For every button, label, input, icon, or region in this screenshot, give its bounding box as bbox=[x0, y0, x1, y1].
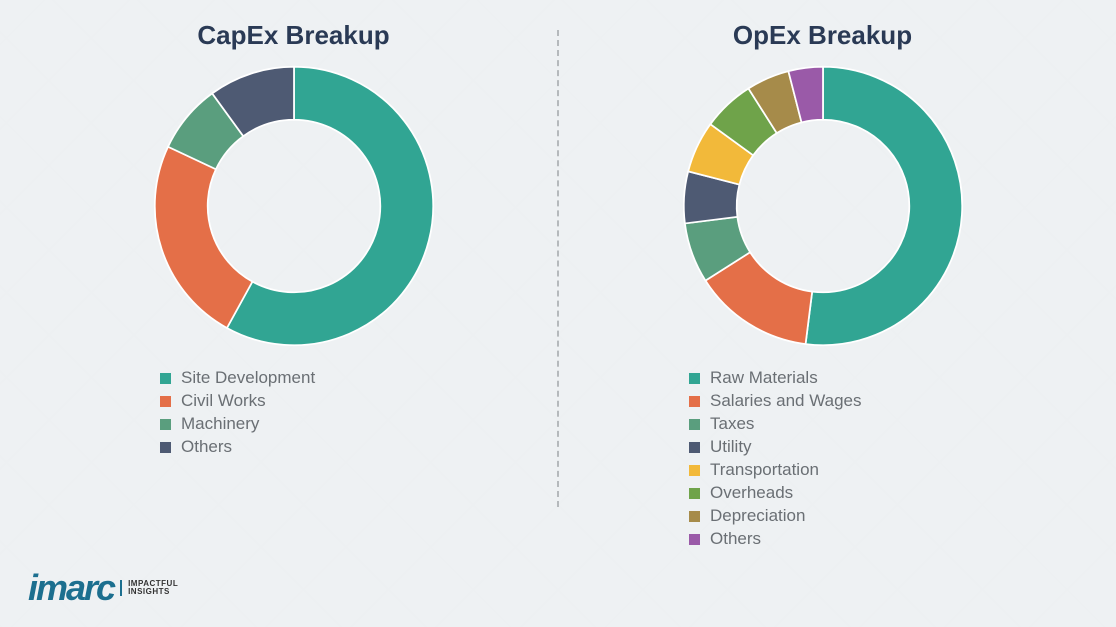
legend-swatch bbox=[160, 396, 171, 407]
legend-item: Depreciation bbox=[689, 506, 862, 526]
legend-label: Transportation bbox=[710, 460, 819, 480]
logo-mark: imarc bbox=[28, 567, 114, 609]
legend-item: Utility bbox=[689, 437, 862, 457]
legend-swatch bbox=[160, 442, 171, 453]
capex-legend: Site Development Civil Works Machinery Othe… bbox=[160, 365, 315, 460]
legend-item: Machinery bbox=[160, 414, 315, 434]
legend-item: Others bbox=[689, 529, 862, 549]
donut-slice bbox=[154, 147, 252, 328]
legend-label: Machinery bbox=[181, 414, 259, 434]
legend-label: Taxes bbox=[710, 414, 754, 434]
legend-label: Depreciation bbox=[710, 506, 805, 526]
legend-item: Others bbox=[160, 437, 315, 457]
opex-title: OpEx Breakup bbox=[733, 20, 912, 51]
legend-item: Transportation bbox=[689, 460, 862, 480]
legend-label: Overheads bbox=[710, 483, 793, 503]
legend-label: Salaries and Wages bbox=[710, 391, 862, 411]
legend-swatch bbox=[689, 534, 700, 545]
opex-donut bbox=[678, 61, 968, 351]
opex-panel: OpEx Breakup Raw Materials Salaries and W… bbox=[569, 20, 1076, 547]
capex-title: CapEx Breakup bbox=[197, 20, 389, 51]
legend-label: Others bbox=[710, 529, 761, 549]
legend-item: Overheads bbox=[689, 483, 862, 503]
legend-label: Raw Materials bbox=[710, 368, 818, 388]
legend-label: Others bbox=[181, 437, 232, 457]
legend-item: Raw Materials bbox=[689, 368, 862, 388]
legend-item: Taxes bbox=[689, 414, 862, 434]
legend-swatch bbox=[689, 511, 700, 522]
legend-swatch bbox=[689, 419, 700, 430]
capex-panel: CapEx Breakup Site Development Civil Work… bbox=[40, 20, 547, 547]
capex-donut bbox=[149, 61, 439, 351]
panel-divider bbox=[557, 30, 559, 507]
brand-logo: imarc IMPACTFUL INSIGHTS bbox=[28, 567, 178, 609]
legend-swatch bbox=[689, 442, 700, 453]
legend-item: Salaries and Wages bbox=[689, 391, 862, 411]
legend-swatch bbox=[160, 373, 171, 384]
legend-label: Site Development bbox=[181, 368, 315, 388]
logo-tagline: IMPACTFUL INSIGHTS bbox=[120, 580, 178, 597]
legend-label: Utility bbox=[710, 437, 752, 457]
legend-swatch bbox=[689, 465, 700, 476]
legend-swatch bbox=[689, 373, 700, 384]
legend-item: Civil Works bbox=[160, 391, 315, 411]
legend-swatch bbox=[689, 488, 700, 499]
opex-legend: Raw Materials Salaries and Wages Taxes Util… bbox=[689, 365, 862, 552]
legend-swatch bbox=[689, 396, 700, 407]
legend-label: Civil Works bbox=[181, 391, 266, 411]
charts-container: CapEx Breakup Site Development Civil Work… bbox=[0, 0, 1116, 627]
donut-slice bbox=[805, 67, 962, 345]
legend-item: Site Development bbox=[160, 368, 315, 388]
legend-swatch bbox=[160, 419, 171, 430]
